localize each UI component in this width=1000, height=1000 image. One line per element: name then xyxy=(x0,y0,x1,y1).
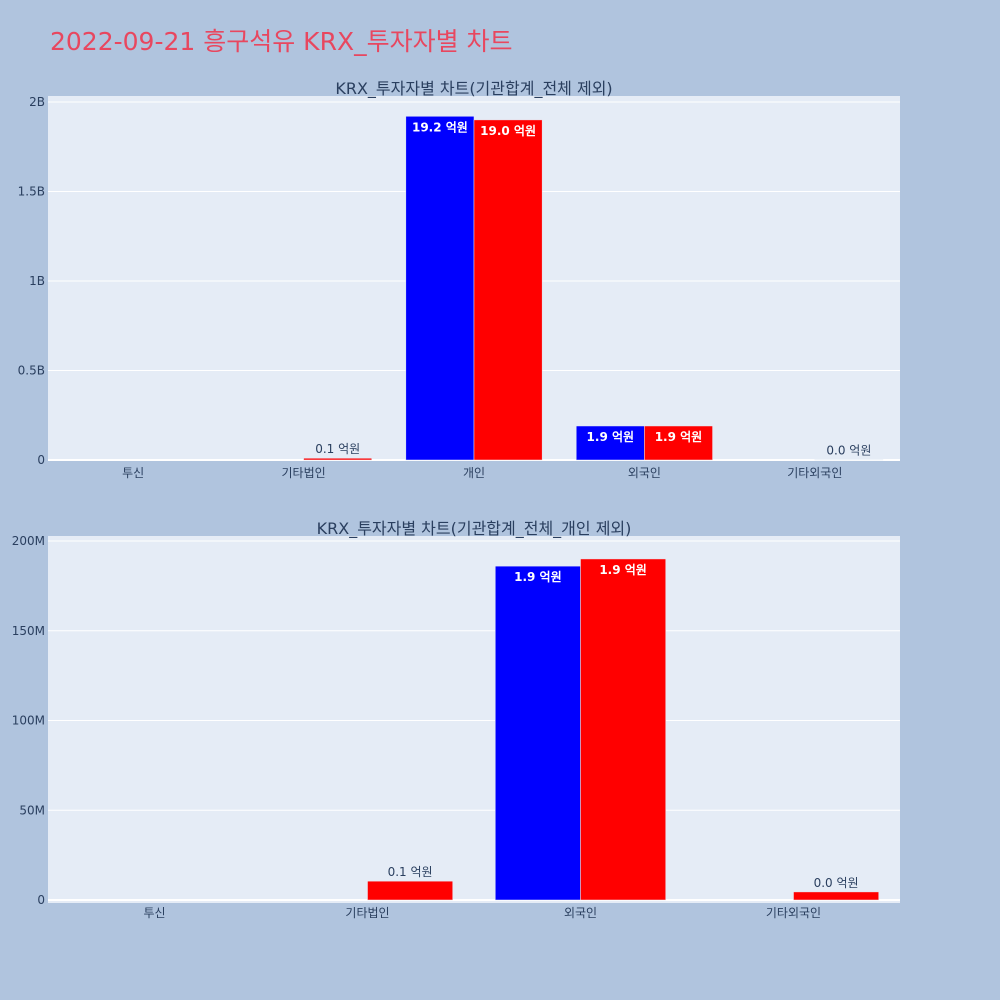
plot-area xyxy=(48,536,900,903)
chart-bottom: 0 50M 100M 150M 200M KRX_투자자별 차트(기관합계_전체_개인 제… xyxy=(12,519,900,920)
bar-data-label: 0.0 억원 xyxy=(814,876,859,890)
bar xyxy=(644,425,713,461)
y-tick-label: 200M xyxy=(12,534,45,548)
x-tick-label: 외국인 xyxy=(564,906,597,920)
bar xyxy=(405,116,475,461)
bar xyxy=(793,891,879,901)
y-tick-label: 1.5B xyxy=(18,185,45,199)
bar-data-label: 19.0 억원 xyxy=(480,124,536,138)
x-tick-label: 기타법인 xyxy=(282,466,326,480)
y-tick-label: 50M xyxy=(19,803,45,817)
x-tick-label: 기타법인 xyxy=(345,906,389,920)
x-tick-label: 개인 xyxy=(463,466,485,480)
bar-data-label: 0.1 억원 xyxy=(315,442,360,456)
y-tick-label: 2B xyxy=(29,95,45,109)
x-tick-label: 외국인 xyxy=(628,466,661,480)
bar-data-label: 1.9 억원 xyxy=(514,570,562,584)
x-tick-label: 투신 xyxy=(143,906,165,920)
y-tick-label: 0.5B xyxy=(18,364,45,378)
bar xyxy=(303,457,373,461)
x-tick-label: 기타외국인 xyxy=(787,466,842,480)
x-tick-label: 투신 xyxy=(122,466,144,480)
y-tick-label: 1B xyxy=(29,274,45,288)
chart-title: KRX_투자자별 차트(기관합계_전체_개인 제외) xyxy=(317,519,632,539)
y-tick-label: 0 xyxy=(37,893,45,907)
bar xyxy=(580,558,666,901)
x-tick-label: 기타외국인 xyxy=(766,906,821,920)
bar xyxy=(367,880,453,901)
bar-data-label: 1.9 억원 xyxy=(655,430,703,444)
y-tick-label: 100M xyxy=(12,714,45,728)
y-tick-label: 150M xyxy=(12,624,45,638)
bar-data-label: 1.9 억원 xyxy=(599,563,647,577)
bar-data-label: 0.1 억원 xyxy=(388,865,433,879)
page-title: 2022-09-21 흥구석유 KRX_투자자별 차트 xyxy=(50,27,513,56)
bar xyxy=(575,425,645,461)
bar xyxy=(473,119,543,461)
bar-data-label: 1.9 억원 xyxy=(587,430,635,444)
y-tick-label: 0 xyxy=(37,453,45,467)
bar-data-label: 0.0 억원 xyxy=(826,444,871,458)
chart-title: KRX_투자자별 차트(기관합계_전체 제외) xyxy=(335,79,612,99)
bar-data-label: 19.2 억원 xyxy=(412,120,468,134)
chart-top: 0 0.5B 1B 1.5B 2B KRX_투자자별 차트(기관합계_전체 제외) 투신 0.… xyxy=(18,79,900,480)
bar xyxy=(495,565,581,901)
